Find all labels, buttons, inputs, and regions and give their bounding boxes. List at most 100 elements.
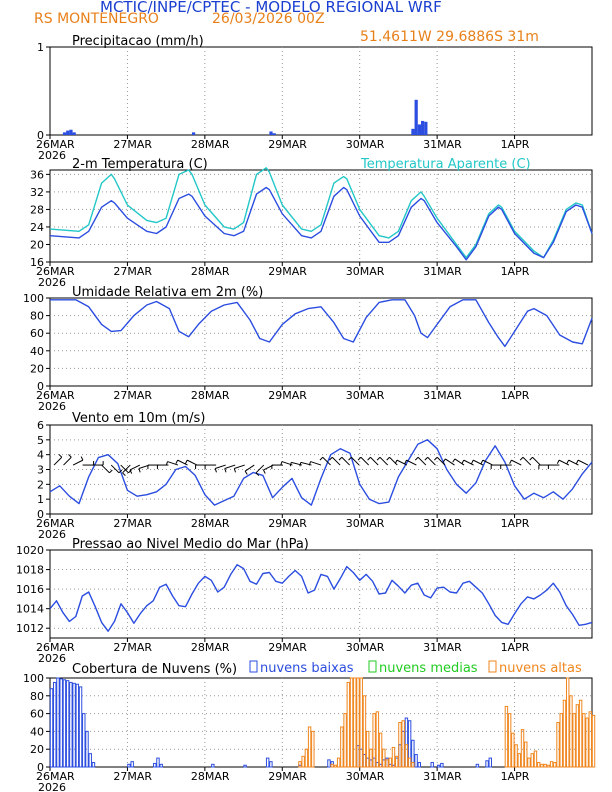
cloud-bar (391, 746, 396, 768)
cloud-bar (62, 679, 67, 768)
cloud-bar (404, 744, 409, 768)
wind-barb-feather (367, 456, 371, 461)
wind-barb-feather (109, 469, 113, 474)
cloud-bar (485, 760, 489, 768)
wind-barb-feather (348, 456, 352, 461)
precip-bar (72, 132, 76, 135)
y-tick-label: 16 (30, 256, 44, 269)
wind-barb-feather (338, 456, 343, 461)
precip-bar (191, 132, 196, 135)
wind-barb (215, 464, 226, 470)
x-year-label: 2026 (38, 652, 66, 665)
wind-barb-feather (442, 458, 446, 463)
legend-label: nuvens medias (379, 661, 478, 676)
wind-barb-feather (376, 456, 381, 461)
wind-barb (558, 459, 570, 466)
wind-barb (454, 458, 465, 466)
y-tick-label: 0 (37, 761, 44, 774)
legend-swatch (488, 660, 497, 673)
x-tick-label: 29MAR (268, 517, 307, 530)
panel-5: 1012 1014 1016 1018 1020 26MAR 27MAR 28MAR 29MAR… (16, 537, 593, 665)
panel-frame (49, 169, 593, 263)
cloud-bar (356, 677, 360, 768)
panel-2: 16 20 24 28 32 36 26MAR 27MAR 28MAR 29MAR 30MAR 31M… (30, 157, 593, 289)
wind-barb-feather (414, 456, 419, 461)
x-tick-label: 31MAR (423, 770, 462, 783)
cloud-bar (430, 762, 434, 768)
y-tick-label: 32 (30, 186, 44, 199)
header-coords: 51.4611W 29.6886S 31m (360, 29, 539, 45)
cloud-bar (436, 764, 441, 768)
wind-barb-feather (471, 459, 474, 464)
x-year-label: 2026 (38, 400, 66, 413)
cloud-bar (572, 713, 576, 768)
panel-frame (49, 549, 593, 639)
cloud-bar (301, 755, 305, 768)
x-tick-label: 31MAR (423, 265, 462, 278)
x-year-label: 2026 (38, 276, 66, 289)
cloud-bar (349, 677, 354, 768)
cloud-bar (53, 681, 57, 768)
series-line (50, 299, 593, 348)
cloud-bar (553, 762, 557, 768)
cloud-bar (562, 699, 567, 768)
precip-bar (272, 133, 276, 135)
wind-barb-feather (280, 461, 283, 466)
x-tick-label: 30MAR (346, 138, 385, 151)
wind-barb (63, 456, 72, 466)
x-year-label: 2026 (38, 149, 66, 162)
y-tick-label: 0 (37, 508, 44, 521)
wind-barb-feather (58, 454, 63, 458)
panel-6: 0 20 40 60 80 100 26MAR 27MAR 28MAR 29MAR 30MAR 31M… (23, 660, 596, 792)
y-tick-label: 40 (30, 725, 44, 738)
header-location: RS MONTENEGRO (34, 11, 159, 27)
wind-barb-feather (404, 459, 407, 464)
wind-barb (463, 459, 474, 466)
cloud-bar (298, 761, 302, 768)
cloud-bar (72, 682, 76, 768)
cloud-bar (340, 726, 344, 768)
wind-barb (120, 464, 129, 474)
x-tick-label: 31MAR (423, 517, 462, 530)
cloud-bar (556, 722, 560, 768)
cloud-bar (75, 683, 80, 768)
series-line (49, 186, 593, 261)
precip-bar (69, 129, 73, 135)
wind-barb-feather (529, 456, 533, 461)
y-tick-label: 100 (23, 672, 44, 685)
panel-title: Umidade Relativa em 2m (%) (72, 285, 263, 300)
wind-barb-feather (68, 454, 72, 458)
wind-barb (511, 459, 522, 466)
y-tick-label: 80 (30, 310, 44, 323)
wind-barb-feather (480, 459, 484, 464)
cloud-bar (530, 753, 534, 768)
series-line (49, 439, 593, 506)
y-tick-label: 40 (30, 345, 44, 358)
cloud-bar (311, 730, 315, 768)
x-tick-label: 28MAR (191, 770, 230, 783)
wind-barb (110, 464, 120, 474)
cloud-bar (591, 714, 596, 768)
y-tick-label: 28 (30, 203, 44, 216)
cloud-bar (88, 753, 92, 768)
x-tick-label: 27MAR (113, 265, 152, 278)
wind-barb (389, 456, 398, 466)
cloud-bar (511, 732, 515, 768)
y-tick-label: 36 (30, 168, 44, 181)
x-tick-label: 28MAR (191, 517, 230, 530)
wind-barb-feather (452, 458, 456, 463)
x-tick-label: 30MAR (346, 641, 385, 654)
cloud-bar (565, 677, 570, 768)
header-run: 26/03/2026 00Z (212, 11, 325, 27)
cloud-bar (304, 748, 309, 768)
wind-barb-feather (255, 472, 260, 477)
x-year-label: 2026 (38, 781, 66, 792)
wind-barb (482, 459, 493, 466)
cloud-bar (69, 681, 73, 768)
cloud-bar (159, 763, 163, 768)
wind-barb (72, 459, 84, 466)
wind-barb (473, 459, 484, 466)
panel-title: Vento em 10m (m/s) (72, 411, 205, 426)
x-tick-label: 30MAR (346, 770, 385, 783)
